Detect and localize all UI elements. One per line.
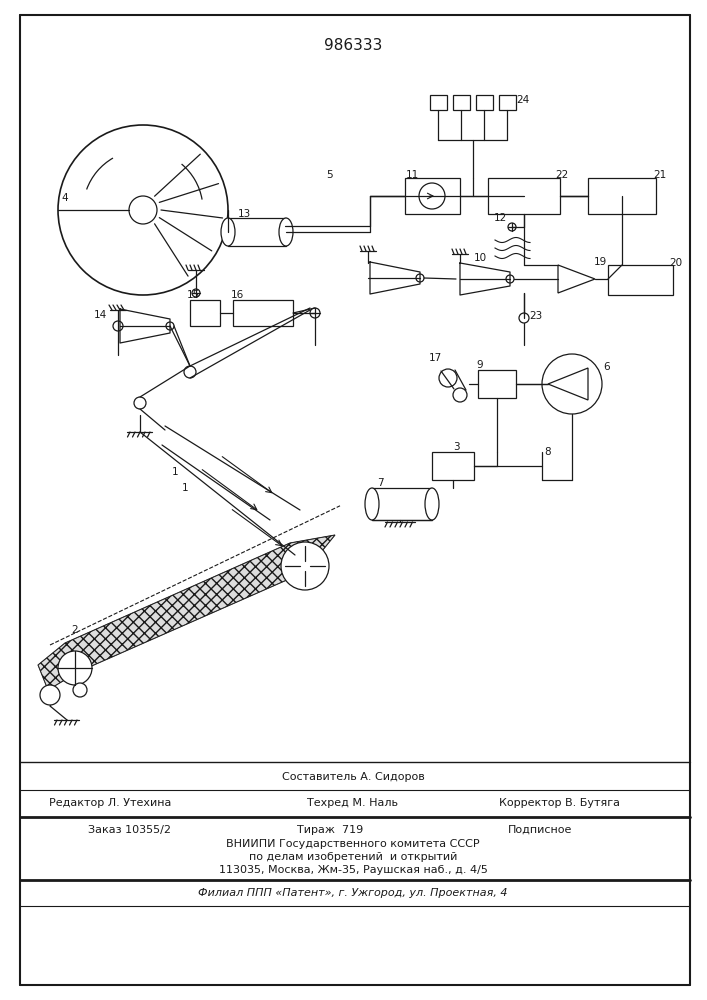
Text: 2: 2 (71, 625, 78, 635)
Circle shape (134, 397, 146, 409)
Text: 13: 13 (238, 209, 250, 219)
Circle shape (58, 651, 92, 685)
Text: 7: 7 (377, 478, 383, 488)
Circle shape (40, 685, 60, 705)
Ellipse shape (425, 488, 439, 520)
Circle shape (73, 683, 87, 697)
Text: 12: 12 (493, 213, 507, 223)
Text: Техред М. Наль: Техред М. Наль (308, 798, 399, 808)
Circle shape (453, 388, 467, 402)
Bar (588, 178, 656, 214)
Bar (453, 95, 470, 110)
Ellipse shape (221, 218, 235, 246)
Text: 5: 5 (327, 170, 333, 180)
Text: 10: 10 (474, 253, 486, 263)
Bar (228, 218, 286, 246)
Text: 20: 20 (670, 258, 682, 268)
Text: 9: 9 (477, 360, 484, 370)
Ellipse shape (279, 218, 293, 246)
Text: Составитель А. Сидоров: Составитель А. Сидоров (281, 772, 424, 782)
Circle shape (542, 354, 602, 414)
Circle shape (192, 289, 200, 297)
Text: по делам изобретений  и открытий: по делам изобретений и открытий (249, 852, 457, 862)
Bar (608, 265, 673, 295)
Text: 16: 16 (230, 290, 244, 300)
Circle shape (508, 223, 516, 231)
Text: Тираж  719: Тираж 719 (297, 825, 363, 835)
Text: 24: 24 (516, 95, 530, 105)
Polygon shape (120, 309, 170, 343)
Polygon shape (460, 263, 510, 295)
Bar (478, 370, 516, 398)
Bar (233, 300, 293, 326)
Bar (432, 452, 474, 480)
Circle shape (416, 274, 424, 282)
Circle shape (439, 369, 457, 387)
Circle shape (166, 322, 174, 330)
Circle shape (310, 308, 320, 318)
Circle shape (58, 125, 228, 295)
Text: 8: 8 (544, 447, 551, 457)
Bar (499, 95, 516, 110)
Bar (430, 95, 447, 110)
Text: Корректор В. Бутяга: Корректор В. Бутяга (500, 798, 621, 808)
Polygon shape (370, 262, 420, 294)
Ellipse shape (365, 488, 379, 520)
Polygon shape (548, 368, 588, 400)
Text: 3: 3 (452, 442, 460, 452)
Text: 22: 22 (556, 170, 568, 180)
Text: 113035, Москва, Жм-35, Раушская наб., д. 4/5: 113035, Москва, Жм-35, Раушская наб., д.… (218, 865, 487, 875)
Circle shape (129, 196, 157, 224)
Text: 19: 19 (593, 257, 607, 267)
Circle shape (113, 321, 123, 331)
Bar (488, 178, 560, 214)
Circle shape (184, 366, 196, 378)
Text: 6: 6 (604, 362, 610, 372)
Bar (405, 178, 460, 214)
Circle shape (506, 275, 514, 283)
Text: Подписное: Подписное (508, 825, 572, 835)
Text: 15: 15 (187, 290, 199, 300)
Text: 21: 21 (653, 170, 667, 180)
Text: 1: 1 (172, 467, 178, 477)
Circle shape (519, 313, 529, 323)
Text: Заказ 10355/2: Заказ 10355/2 (88, 825, 171, 835)
Text: 23: 23 (530, 311, 543, 321)
Text: 4: 4 (62, 193, 69, 203)
Polygon shape (38, 535, 335, 690)
Circle shape (281, 542, 329, 590)
Text: ВНИИПИ Государственного комитета СССР: ВНИИПИ Государственного комитета СССР (226, 839, 480, 849)
Bar (372, 488, 432, 520)
Text: Редактор Л. Утехина: Редактор Л. Утехина (49, 798, 171, 808)
Text: 17: 17 (428, 353, 442, 363)
Text: 11: 11 (405, 170, 419, 180)
Bar (476, 95, 493, 110)
Text: 1: 1 (182, 483, 188, 493)
Text: Филиал ППП «Патент», г. Ужгород, ул. Проектная, 4: Филиал ППП «Патент», г. Ужгород, ул. Про… (198, 888, 508, 898)
Text: 14: 14 (93, 310, 107, 320)
Text: 986333: 986333 (324, 37, 382, 52)
Bar (190, 300, 220, 326)
Circle shape (419, 183, 445, 209)
Polygon shape (558, 265, 595, 293)
